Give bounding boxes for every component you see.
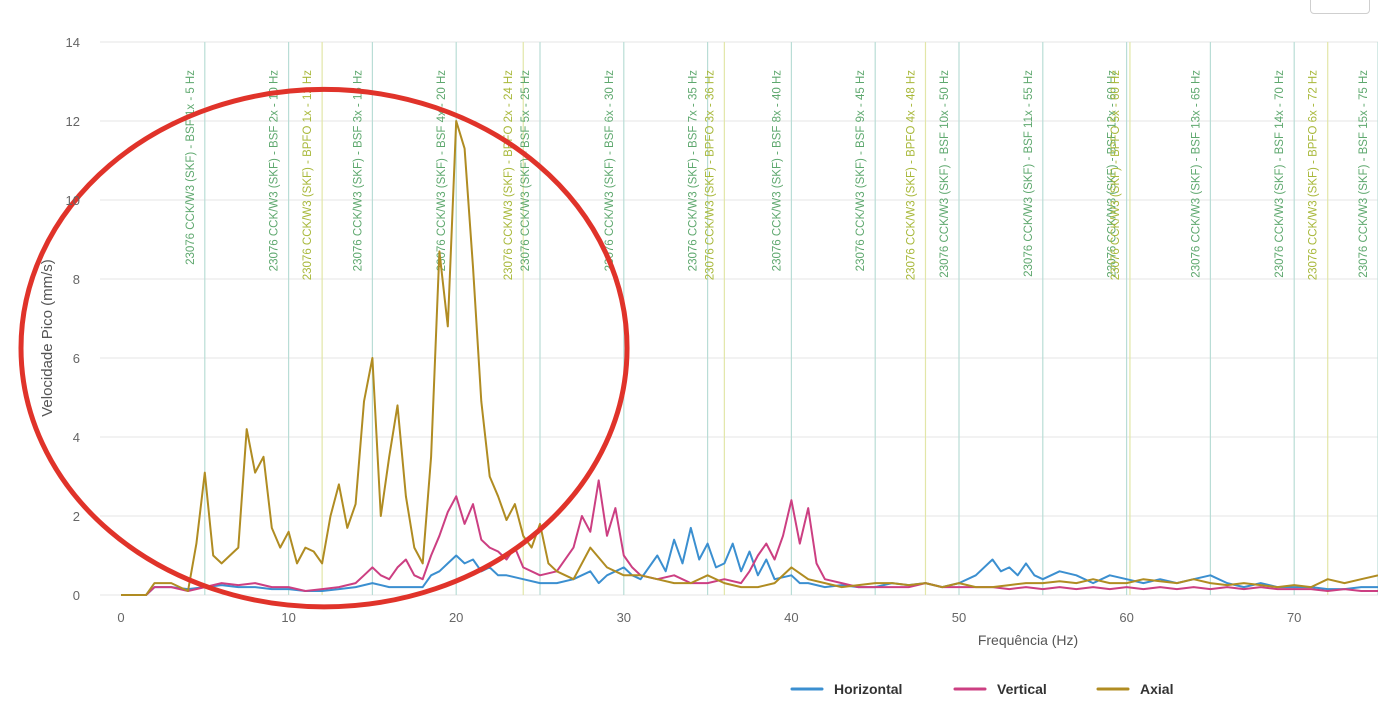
y-tick-label: 12	[66, 114, 80, 129]
y-tick-label: 14	[66, 35, 80, 50]
marker-label: 23076 CCK/W3 (SKF) - BSF 13x - 65 Hz	[1190, 70, 1202, 278]
harmonic-marker-lines	[204, 42, 1378, 595]
marker-label: 23076 CCK/W3 (SKF) - BSF 8x - 40 Hz	[771, 70, 783, 272]
marker-label: 23076 CCK/W3 (SKF) - BSF 5x - 25 Hz	[520, 70, 532, 272]
marker-label: 23076 CCK/W3 (SKF) - BPFO 5x - 60 Hz	[1110, 70, 1122, 281]
marker-label: 23076 CCK/W3 (SKF) - BSF 1x - 5 Hz	[185, 70, 197, 265]
axes: 0 10 20 30 40 50 60 70 0 2 4 6 8 10 12 14 Frequência (…	[39, 35, 1301, 648]
y-tick-label: 4	[73, 430, 80, 445]
marker-label: 23076 CCK/W3 (SKF) - BSF 9x - 45 Hz	[855, 70, 867, 272]
harmonic-marker-labels: 23076 CCK/W3 (SKF) - BSF 1x - 5 Hz 23076 …	[185, 70, 1370, 281]
legend-label: Axial	[1140, 681, 1173, 697]
series-line-vertical	[121, 479, 1378, 596]
legend-label: Vertical	[997, 681, 1047, 697]
marker-label: 23076 CCK/W3 (SKF) - BSF 4x - 20 Hz	[436, 70, 448, 272]
x-axis-label: Frequência (Hz)	[978, 632, 1078, 648]
legend: Horizontal Vertical Axial	[790, 681, 1173, 697]
marker-label: 23076 CCK/W3 (SKF) - BSF 14x - 70 Hz	[1274, 70, 1286, 278]
marker-label: 23076 CCK/W3 (SKF) - BSF 15x - 75 Hz	[1358, 70, 1370, 278]
y-tick-label: 10	[66, 193, 80, 208]
marker-label: 23076 CCK/W3 (SKF) - BSF 7x - 35 Hz	[688, 70, 700, 272]
marker-label: 23076 CCK/W3 (SKF) - BSF 10x - 50 Hz	[939, 70, 951, 278]
marker-label: 23076 CCK/W3 (SKF) - BPFO 2x - 24 Hz	[503, 70, 515, 281]
y-tick-label: 6	[73, 351, 80, 366]
x-tick-label: 30	[617, 610, 631, 625]
y-axis-ticks: 0 2 4 6 8 10 12 14	[66, 35, 80, 603]
marker-label: 23076 CCK/W3 (SKF) - BPFO 1x - 12 Hz	[302, 70, 314, 281]
marker-label: 23076 CCK/W3 (SKF) - BPFO 6x - 72 Hz	[1308, 70, 1320, 281]
marker-label: 23076 CCK/W3 (SKF) - BSF 3x - 15 Hz	[352, 70, 364, 272]
x-tick-label: 50	[952, 610, 966, 625]
annotation-layer	[18, 86, 630, 610]
marker-label: 23076 CCK/W3 (SKF) - BSF 12x - 60 Hz	[1107, 70, 1119, 278]
x-tick-label: 20	[449, 610, 463, 625]
x-tick-label: 70	[1287, 610, 1301, 625]
marker-label: 23076 CCK/W3 (SKF) - BSF 6x - 30 Hz	[604, 70, 616, 272]
x-tick-label: 0	[117, 610, 124, 625]
x-tick-label: 40	[784, 610, 798, 625]
x-tick-label: 60	[1119, 610, 1133, 625]
marker-label: 23076 CCK/W3 (SKF) - BPFO 3x - 36 Hz	[704, 70, 716, 281]
chart-menu-button[interactable]	[1310, 0, 1370, 14]
x-tick-label: 10	[281, 610, 295, 625]
annotation-ellipse	[18, 86, 630, 610]
x-axis-ticks: 0 10 20 30 40 50 60 70	[117, 610, 1301, 625]
y-axis-label: Velocidade Pico (mm/s)	[39, 259, 56, 417]
series-line-axial	[121, 120, 1378, 596]
y-tick-label: 2	[73, 509, 80, 524]
marker-label: 23076 CCK/W3 (SKF) - BSF 11x - 55 Hz	[1023, 70, 1035, 277]
series-lines	[121, 120, 1378, 596]
series-line-horizontal	[121, 526, 1378, 596]
y-tick-label: 8	[73, 272, 80, 287]
y-tick-label: 0	[73, 588, 80, 603]
marker-label: 23076 CCK/W3 (SKF) - BSF 2x - 10 Hz	[269, 70, 281, 272]
marker-label: 23076 CCK/W3 (SKF) - BPFO 4x - 48 Hz	[905, 70, 917, 281]
grid-lines	[100, 41, 1378, 596]
legend-label: Horizontal	[834, 681, 902, 697]
